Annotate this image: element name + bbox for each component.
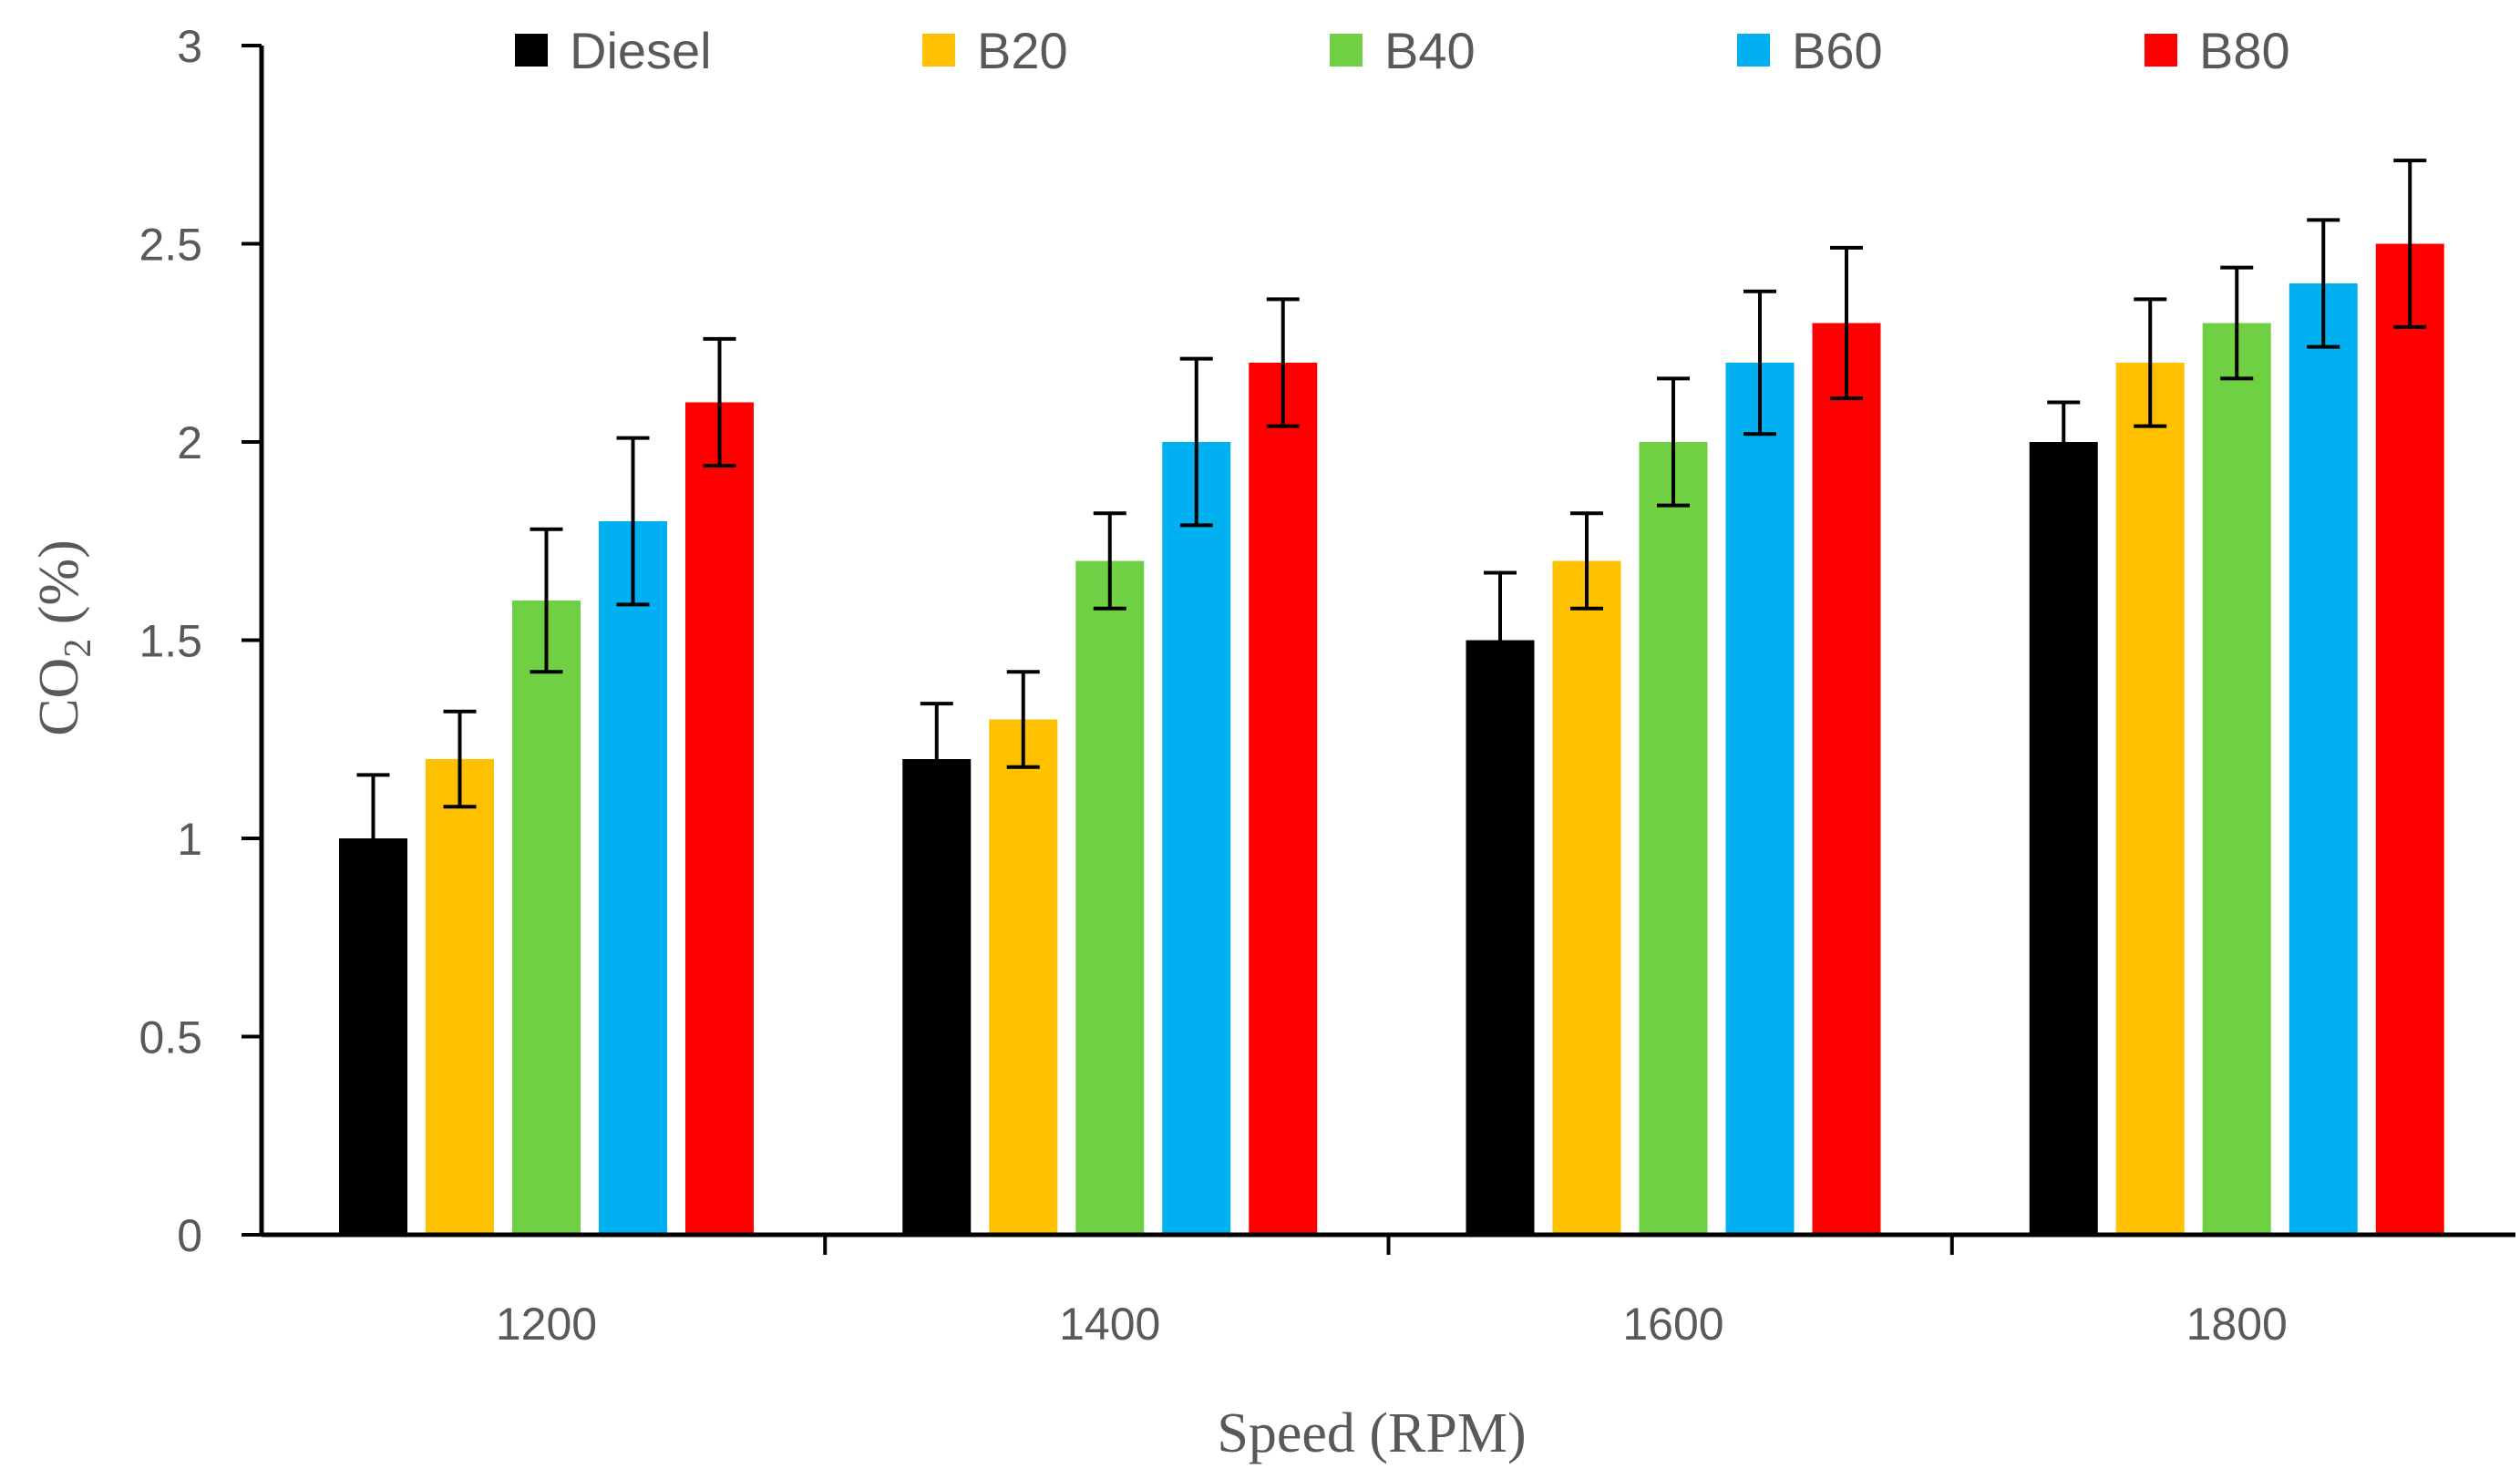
error-bar-b60-1400 [1179, 356, 1213, 528]
error-bar-b60-1200 [616, 436, 650, 607]
error-bar-b40-1400 [1093, 511, 1126, 611]
legend-swatch [515, 34, 548, 67]
error-bar-b40-1200 [530, 527, 563, 674]
legend-item-b80: B80 [2145, 22, 2290, 79]
error-bar-diesel-1200 [356, 773, 390, 904]
error-bar-b20-1200 [443, 709, 477, 809]
y-tick-label: 1 [177, 814, 202, 865]
legend-label: B60 [1792, 22, 1883, 79]
legend-swatch [2145, 34, 2177, 67]
y-axis-title-subscript: 2 [57, 639, 99, 658]
bar-b80-1600 [1812, 323, 1881, 1235]
y-tick-label: 2 [177, 417, 202, 468]
error-bar-b80-1800 [2393, 159, 2427, 329]
legend-item-diesel: Diesel [515, 22, 712, 79]
y-axis-title-main: CO [28, 658, 90, 736]
error-bar-b40-1600 [1657, 376, 1690, 508]
legend-label: B20 [977, 22, 1068, 79]
y-tick-label: 2.5 [139, 220, 202, 271]
legend-swatch [1330, 34, 1363, 67]
error-bar-b60-1600 [1743, 289, 1776, 437]
error-bar-b20-1600 [1570, 511, 1603, 611]
x-axis-title: Speed (RPM) [1217, 1402, 1526, 1464]
bar-b40-1200 [512, 601, 581, 1235]
bar-b40-1800 [2202, 323, 2271, 1235]
error-bar-b40-1800 [2220, 265, 2254, 381]
error-bar-b80-1200 [703, 336, 736, 468]
legend-swatch [1737, 34, 1770, 67]
x-tick-label: 1600 [1622, 1299, 1723, 1350]
bar-diesel-1400 [902, 759, 972, 1235]
bar-b80-1200 [685, 402, 754, 1235]
y-axis-title-suffix: (%) [28, 539, 90, 638]
error-bar-b80-1600 [1830, 245, 1863, 401]
bar-b60-1800 [2289, 283, 2358, 1235]
legend-item-b40: B40 [1330, 22, 1476, 79]
error-bar-diesel-1400 [920, 702, 953, 817]
error-bar-b20-1400 [1006, 670, 1040, 769]
bar-b20-1400 [989, 719, 1058, 1235]
y-tick-label: 0 [177, 1210, 202, 1261]
legend-label: B40 [1384, 22, 1476, 79]
bar-diesel-1600 [1466, 640, 1535, 1235]
bar-b80-1400 [1249, 363, 1318, 1235]
bar-b60-1400 [1162, 442, 1231, 1235]
x-tick-label: 1200 [496, 1299, 597, 1350]
legend-swatch [922, 34, 955, 67]
y-tick-label: 3 [177, 21, 202, 72]
bar-b20-1800 [2115, 363, 2185, 1235]
bar-b60-1200 [599, 521, 667, 1235]
bar-b40-1600 [1639, 442, 1708, 1235]
legend-item-b60: B60 [1737, 22, 1883, 79]
bar-b40-1400 [1075, 560, 1145, 1235]
bar-b80-1800 [2375, 243, 2444, 1235]
error-bar-b80-1400 [1266, 297, 1300, 428]
x-ticks: 1200 1400 1600 1800 [496, 1235, 2288, 1350]
error-bar-b60-1800 [2307, 218, 2340, 349]
error-bar-diesel-1600 [1484, 570, 1517, 710]
x-tick-label: 1800 [2186, 1299, 2288, 1350]
bar-b20-1200 [426, 759, 494, 1235]
y-axis-title: CO2 (%) [28, 539, 99, 736]
x-tick-label: 1400 [1059, 1299, 1160, 1350]
bar-diesel-1800 [2029, 442, 2098, 1235]
error-bar-b20-1800 [2134, 297, 2167, 428]
bar-b20-1600 [1552, 560, 1621, 1235]
legend-label: Diesel [570, 22, 712, 79]
legend: Diesel B20 B40 B60 B80 [515, 22, 2290, 79]
plot-area [339, 159, 2444, 1235]
legend-label: B80 [2199, 22, 2290, 79]
error-bar-diesel-1800 [2047, 400, 2081, 484]
y-ticks: 0 0.5 1 1.5 2 2.5 3 [139, 21, 262, 1261]
bar-b60-1600 [1725, 363, 1795, 1235]
y-tick-label: 1.5 [139, 616, 202, 667]
bar-diesel-1200 [339, 838, 407, 1235]
legend-item-b20: B20 [922, 22, 1068, 79]
y-tick-label: 0.5 [139, 1012, 202, 1063]
